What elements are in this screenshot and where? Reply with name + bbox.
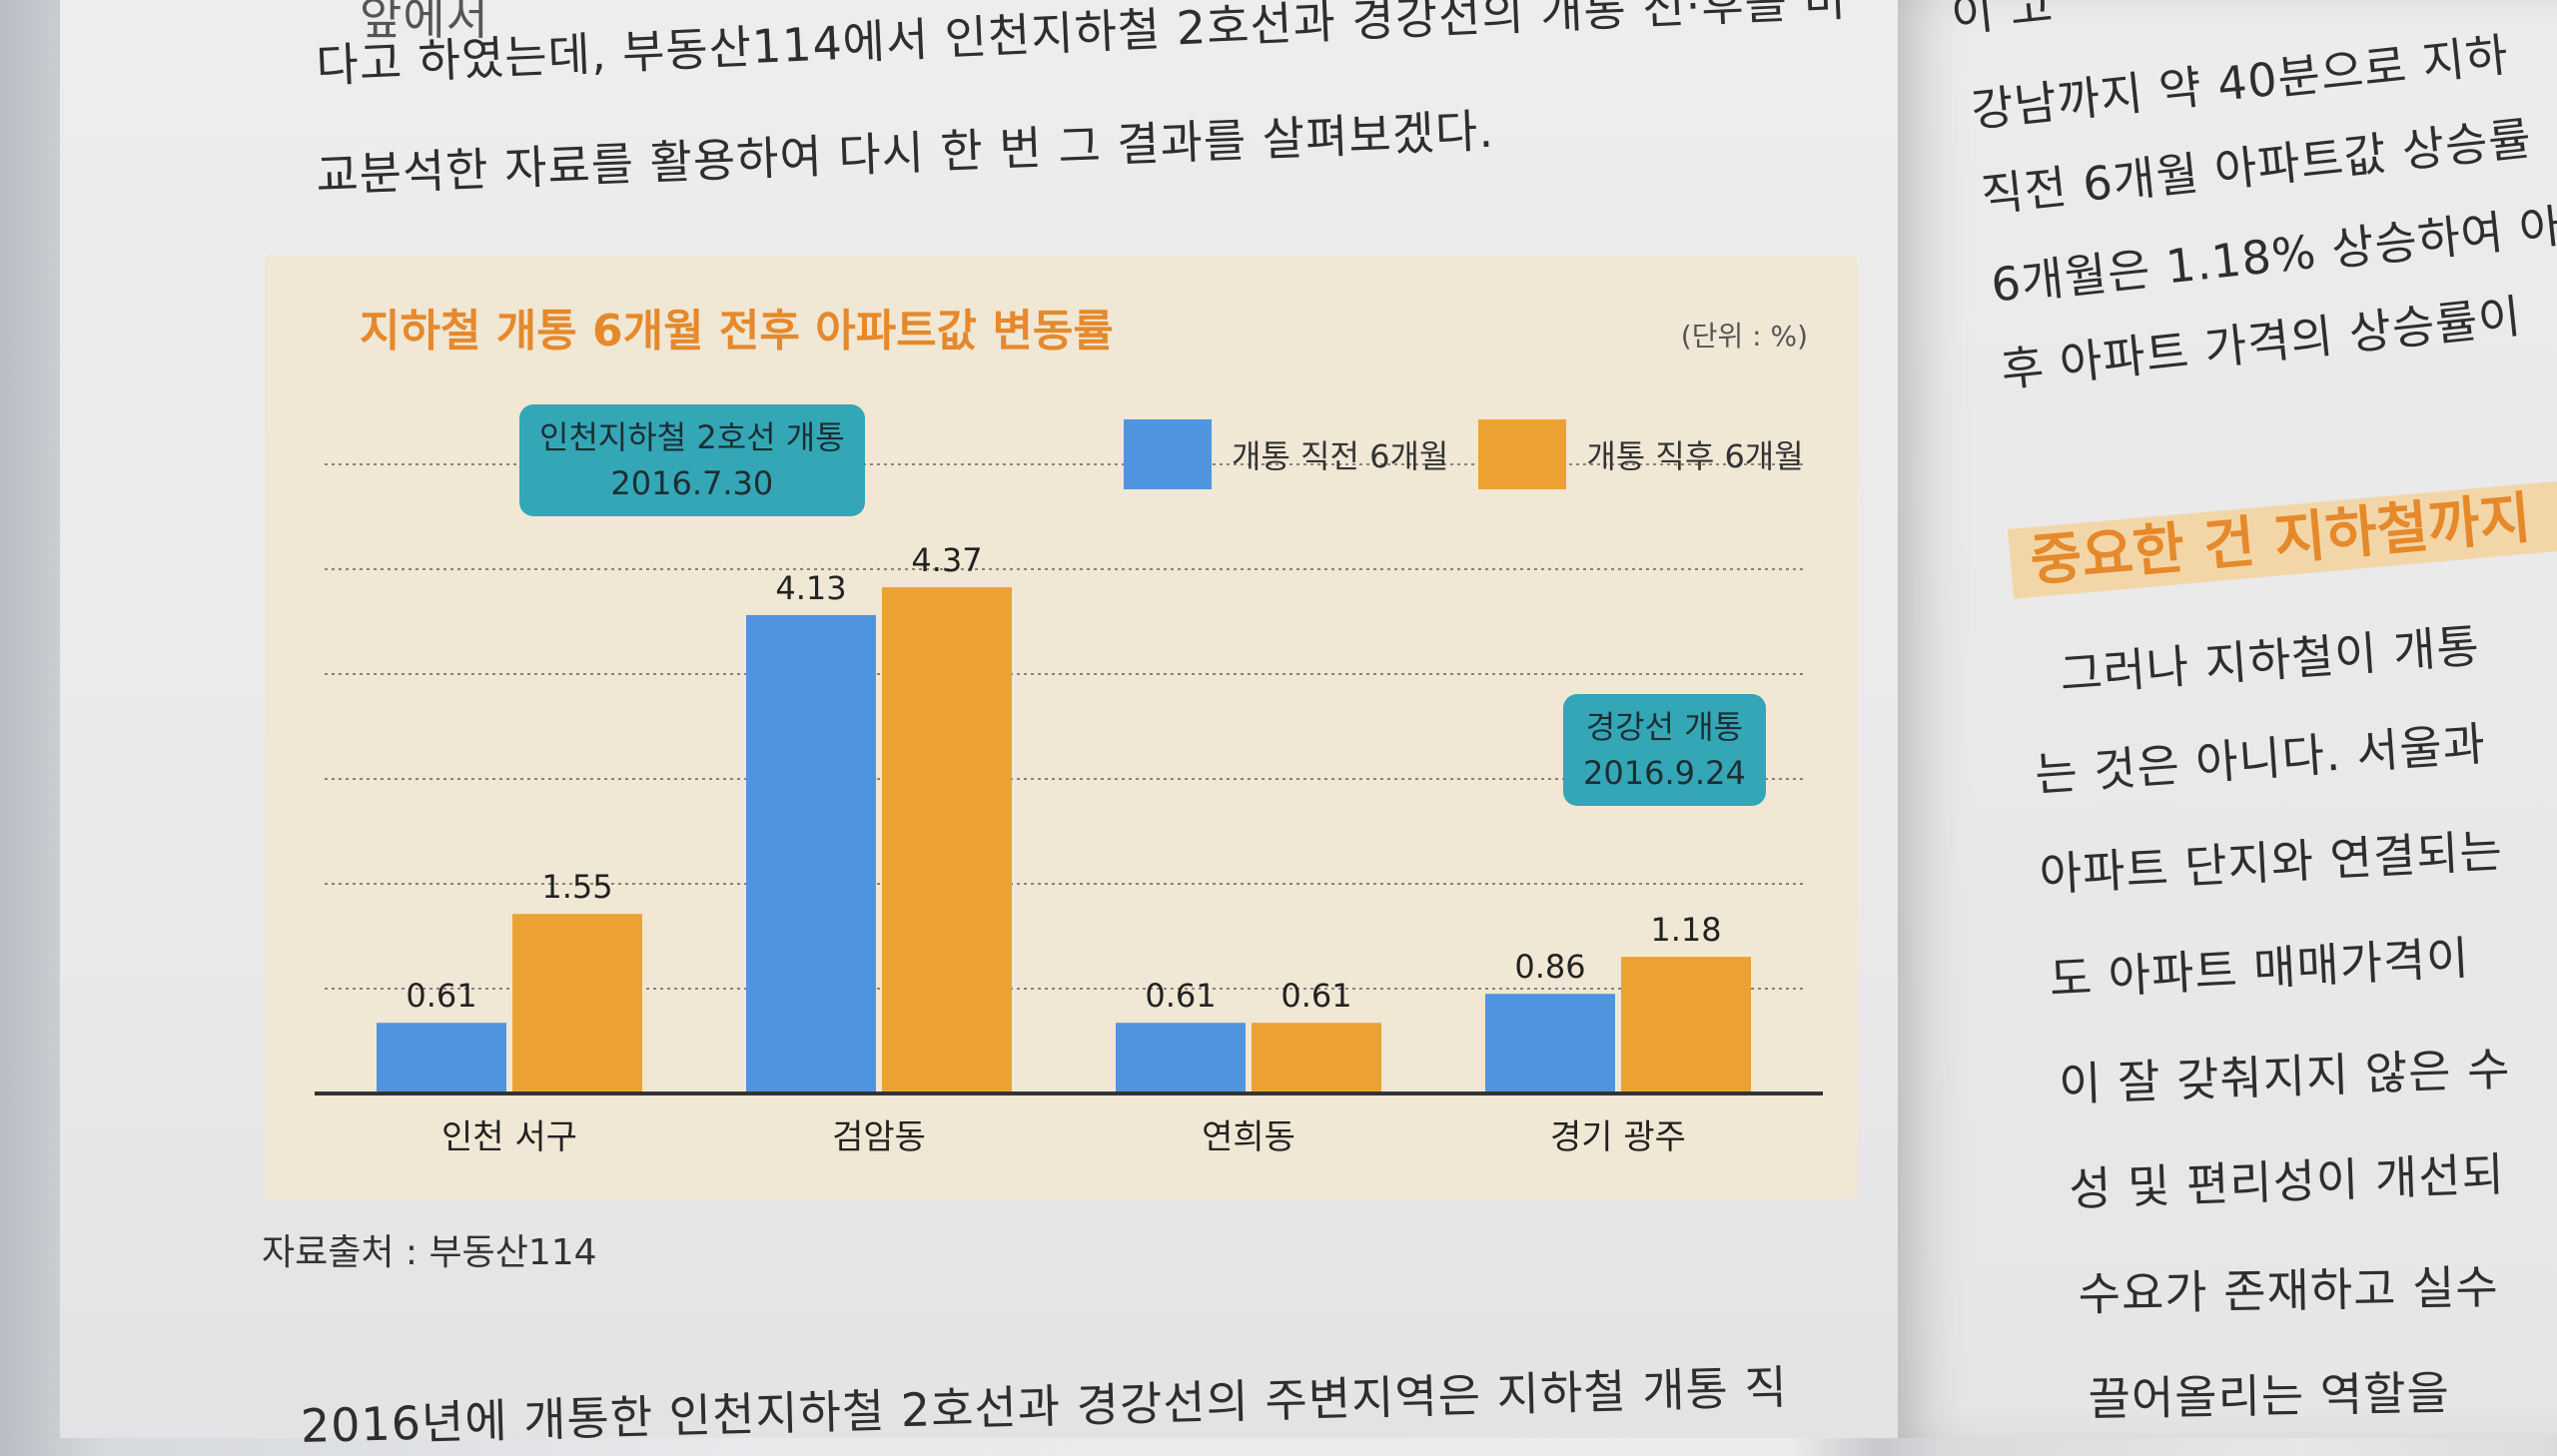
chart-panel: 지하철 개통 6개월 전후 아파트값 변동률 (단위 : %) 0.61 1.55… xyxy=(265,255,1858,1198)
bar-before-3 xyxy=(1485,994,1615,1093)
callout-incheon-line2: 2016.7.30 xyxy=(610,464,774,502)
value-label: 4.37 xyxy=(911,541,982,579)
right-para-6: 수요가 존재하고 실수 xyxy=(2078,1259,2500,1321)
bar-before-1 xyxy=(746,614,876,1093)
value-label: 0.61 xyxy=(406,977,476,1015)
bar-after-2 xyxy=(1252,1023,1381,1093)
bar-after-3 xyxy=(1621,957,1751,1093)
legend-swatch-before xyxy=(1124,419,1212,489)
callout-incheon-line1: 인천지하철 2호선 개통 xyxy=(539,418,845,456)
value-label: 0.61 xyxy=(1280,977,1351,1015)
chart-source: 자료출처 : 부동산114 xyxy=(262,1232,597,1273)
value-label: 1.18 xyxy=(1650,911,1721,949)
chart-legend: 개통 직전 6개월 개통 직후 6개월 xyxy=(1124,419,1804,489)
category-label: 검암동 xyxy=(832,1117,926,1157)
bar-chart: 0.61 1.55 인천 서구 4.13 4.37 검암동 0.61 0.61 연희동 0.86 1… xyxy=(315,463,1823,1157)
callout-gyeonggang-line2: 2016.9.24 xyxy=(1583,754,1746,792)
partial-top-text: 앞에서 xyxy=(360,0,489,45)
value-label: 0.86 xyxy=(1514,948,1585,986)
right-para-7: 끌어올리는 역할을 xyxy=(2088,1365,2451,1426)
bar-before-2 xyxy=(1116,1023,1246,1093)
legend-label-after: 개통 직후 6개월 xyxy=(1586,437,1804,475)
legend-label-before: 개통 직전 6개월 xyxy=(1232,437,1449,475)
legend-swatch-after xyxy=(1478,419,1567,489)
callout-gyeonggang: 경강선 개통 2016.9.24 xyxy=(1563,694,1766,806)
callout-incheon: 인천지하철 2호선 개통 2016.7.30 xyxy=(519,404,865,516)
bar-after-1 xyxy=(882,587,1012,1093)
bar-before-0 xyxy=(377,1023,506,1093)
value-label: 4.13 xyxy=(775,569,846,607)
category-label: 경기 광주 xyxy=(1550,1117,1686,1157)
value-label: 0.61 xyxy=(1145,977,1216,1015)
right-page xyxy=(1898,0,2557,1438)
chart-title: 지하철 개통 6개월 전후 아파트값 변동률 xyxy=(360,306,1114,357)
category-label: 인천 서구 xyxy=(441,1117,577,1157)
value-label: 1.55 xyxy=(541,868,612,906)
category-label: 연희동 xyxy=(1202,1117,1295,1157)
bar-after-0 xyxy=(512,914,642,1093)
unit-label: (단위 : %) xyxy=(1680,320,1808,353)
callout-gyeonggang-line1: 경강선 개통 xyxy=(1585,708,1744,746)
